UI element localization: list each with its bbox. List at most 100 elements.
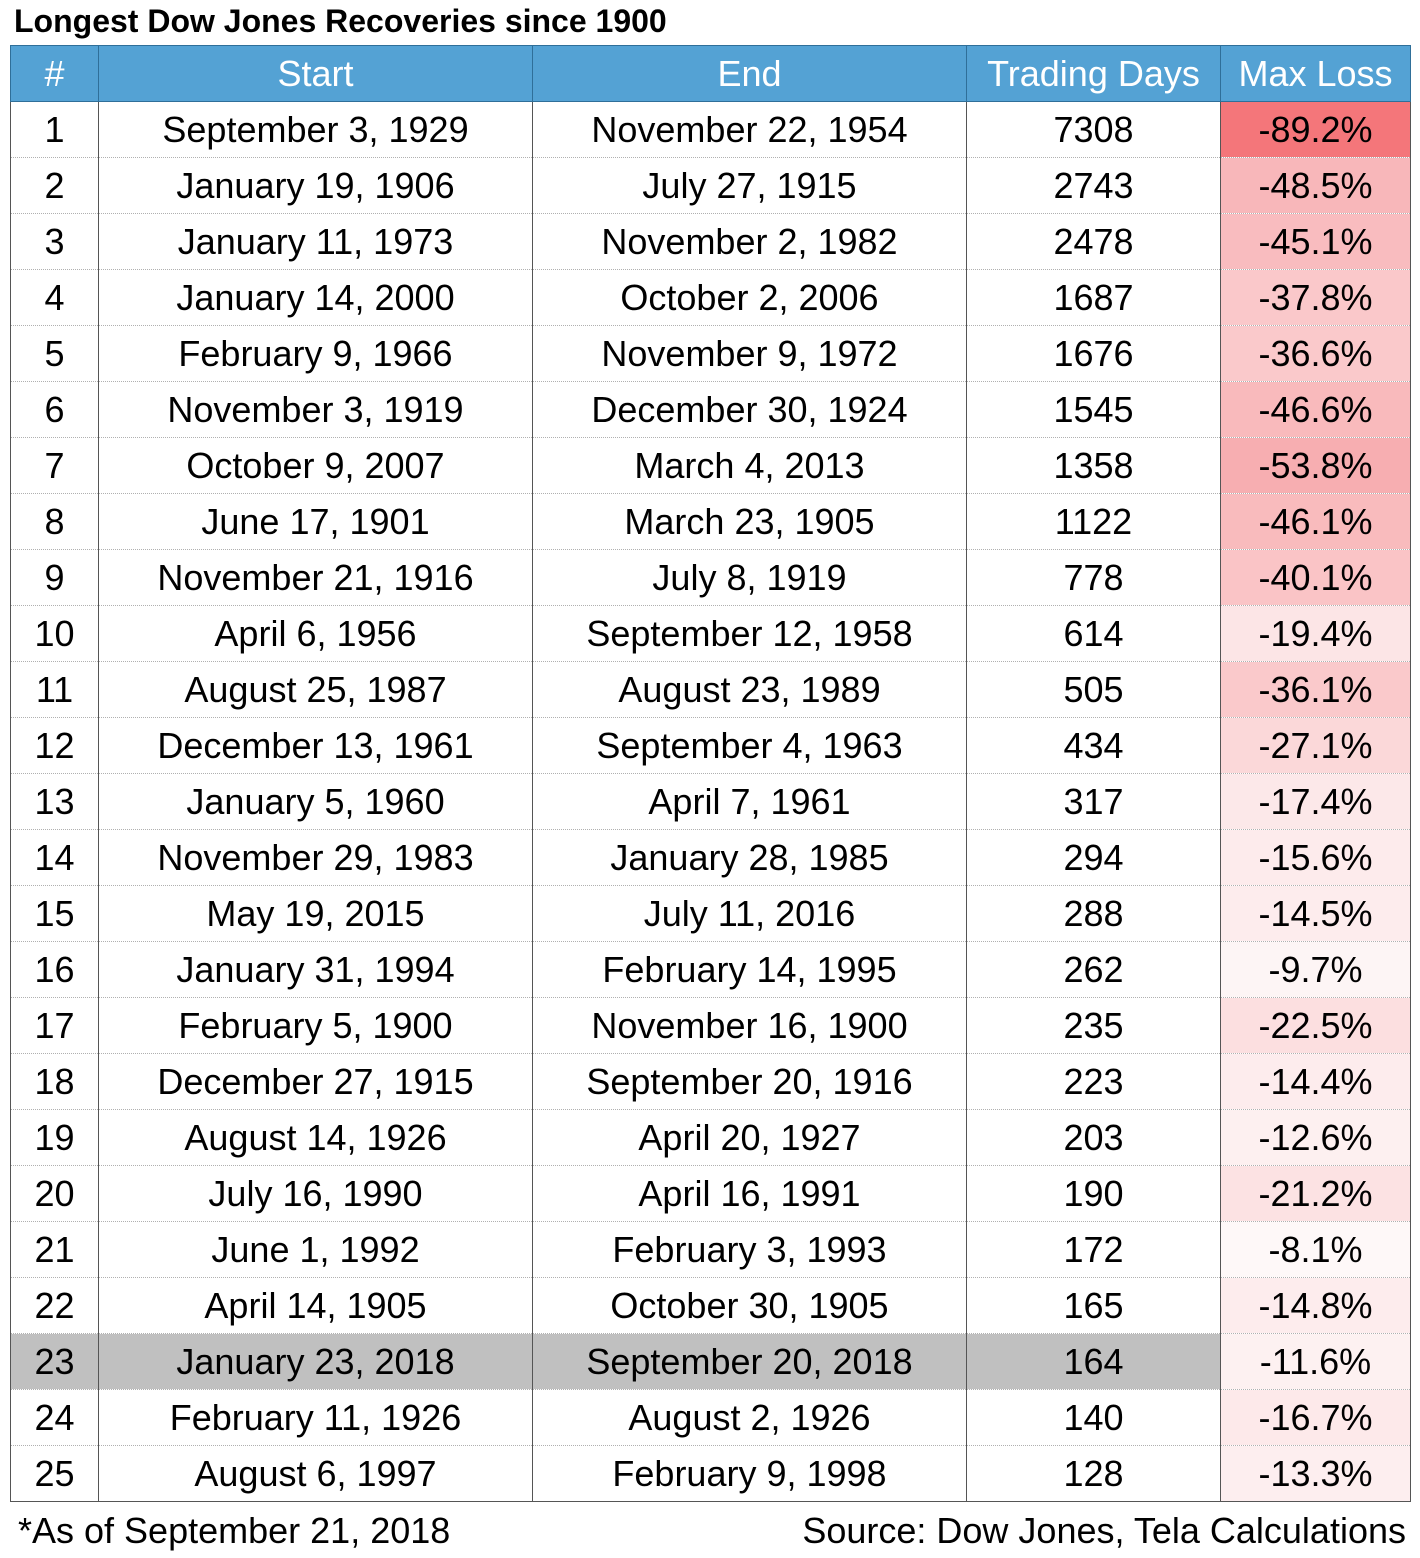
start-date-cell: October 9, 2007 bbox=[98, 437, 533, 494]
end-date-cell: September 20, 2018 bbox=[532, 1333, 967, 1390]
trading-days-cell: 2478 bbox=[966, 213, 1221, 270]
max-loss-cell: -8.1% bbox=[1220, 1221, 1411, 1278]
rank-cell: 19 bbox=[10, 1109, 99, 1166]
max-loss-cell: -22.5% bbox=[1220, 997, 1411, 1054]
table-row: 7 October 9, 2007 March 4, 2013 1358 -53.8% bbox=[10, 437, 1411, 494]
trading-days-cell: 203 bbox=[966, 1109, 1221, 1166]
header-trading-days: Trading Days bbox=[966, 45, 1221, 102]
trading-days-cell: 1676 bbox=[966, 325, 1221, 382]
max-loss-cell: -46.6% bbox=[1220, 381, 1411, 438]
start-date-cell: November 3, 1919 bbox=[98, 381, 533, 438]
table-row: 16 January 31, 1994 February 14, 1995 262 -9… bbox=[10, 941, 1411, 998]
end-date-cell: July 11, 2016 bbox=[532, 885, 967, 942]
max-loss-cell: -40.1% bbox=[1220, 549, 1411, 606]
start-date-cell: April 14, 1905 bbox=[98, 1277, 533, 1334]
start-date-cell: June 1, 1992 bbox=[98, 1221, 533, 1278]
trading-days-cell: 505 bbox=[966, 661, 1221, 718]
start-date-cell: August 25, 1987 bbox=[98, 661, 533, 718]
max-loss-cell: -45.1% bbox=[1220, 213, 1411, 270]
start-date-cell: January 23, 2018 bbox=[98, 1333, 533, 1390]
max-loss-cell: -27.1% bbox=[1220, 717, 1411, 774]
table-row: 20 July 16, 1990 April 16, 1991 190 -21.2% bbox=[10, 1165, 1411, 1222]
end-date-cell: October 30, 1905 bbox=[532, 1277, 967, 1334]
start-date-cell: December 27, 1915 bbox=[98, 1053, 533, 1110]
rank-cell: 21 bbox=[10, 1221, 99, 1278]
table-row: 23 January 23, 2018 September 20, 2018 164-… bbox=[10, 1333, 1411, 1390]
max-loss-cell: -15.6% bbox=[1220, 829, 1411, 886]
rank-cell: 23 bbox=[10, 1333, 99, 1390]
header-start: Start bbox=[98, 45, 533, 102]
max-loss-cell: -13.3% bbox=[1220, 1445, 1411, 1502]
max-loss-cell: -14.5% bbox=[1220, 885, 1411, 942]
end-date-cell: November 22, 1954 bbox=[532, 101, 967, 158]
end-date-cell: April 7, 1961 bbox=[532, 773, 967, 830]
max-loss-cell: -19.4% bbox=[1220, 605, 1411, 662]
end-date-cell: February 14, 1995 bbox=[532, 941, 967, 998]
start-date-cell: August 14, 1926 bbox=[98, 1109, 533, 1166]
table-row: 1 September 3, 1929 November 22, 1954 7308-… bbox=[10, 101, 1411, 158]
trading-days-cell: 128 bbox=[966, 1445, 1221, 1502]
table-row: 15 May 19, 2015 July 11, 2016 288 -14.5% bbox=[10, 885, 1411, 942]
table-row: 25 August 6, 1997 February 9, 1998 128 -13.3… bbox=[10, 1445, 1411, 1502]
rank-cell: 10 bbox=[10, 605, 99, 662]
start-date-cell: January 14, 2000 bbox=[98, 269, 533, 326]
rank-cell: 25 bbox=[10, 1445, 99, 1502]
trading-days-cell: 288 bbox=[966, 885, 1221, 942]
end-date-cell: August 23, 1989 bbox=[532, 661, 967, 718]
table-row: 21 June 1, 1992 February 3, 1993 172 -8.1% bbox=[10, 1221, 1411, 1278]
start-date-cell: January 5, 1960 bbox=[98, 773, 533, 830]
source-note: Source: Dow Jones, Tela Calculations bbox=[802, 1510, 1406, 1551]
rank-cell: 24 bbox=[10, 1389, 99, 1446]
end-date-cell: July 8, 1919 bbox=[532, 549, 967, 606]
end-date-cell: October 2, 2006 bbox=[532, 269, 967, 326]
max-loss-cell: -36.6% bbox=[1220, 325, 1411, 382]
end-date-cell: March 4, 2013 bbox=[532, 437, 967, 494]
start-date-cell: February 11, 1926 bbox=[98, 1389, 533, 1446]
table-row: 5 February 9, 1966 November 9, 1972 1676 -36… bbox=[10, 325, 1411, 382]
end-date-cell: December 30, 1924 bbox=[532, 381, 967, 438]
table-row: 11 August 25, 1987 August 23, 1989 505 -36.1… bbox=[10, 661, 1411, 718]
start-date-cell: January 11, 1973 bbox=[98, 213, 533, 270]
start-date-cell: June 17, 1901 bbox=[98, 493, 533, 550]
end-date-cell: September 4, 1963 bbox=[532, 717, 967, 774]
rank-cell: 22 bbox=[10, 1277, 99, 1334]
end-date-cell: November 2, 1982 bbox=[532, 213, 967, 270]
rank-cell: 11 bbox=[10, 661, 99, 718]
table-row: 4 January 14, 2000 October 2, 2006 1687 -37.… bbox=[10, 269, 1411, 326]
trading-days-cell: 140 bbox=[966, 1389, 1221, 1446]
end-date-cell: April 16, 1991 bbox=[532, 1165, 967, 1222]
trading-days-cell: 778 bbox=[966, 549, 1221, 606]
rank-cell: 15 bbox=[10, 885, 99, 942]
rank-cell: 16 bbox=[10, 941, 99, 998]
as-of-note: *As of September 21, 2018 bbox=[18, 1510, 451, 1551]
header-max-loss: Max Loss bbox=[1220, 45, 1411, 102]
page-title: Longest Dow Jones Recoveries since 1900 bbox=[14, 3, 667, 39]
rank-cell: 9 bbox=[10, 549, 99, 606]
end-date-cell: February 9, 1998 bbox=[532, 1445, 967, 1502]
table-body: 1 September 3, 1929 November 22, 1954 7308-… bbox=[10, 101, 1411, 1502]
table-row: 9 November 21, 1916 July 8, 1919 778 -40.1% bbox=[10, 549, 1411, 606]
max-loss-cell: -89.2% bbox=[1220, 101, 1411, 158]
table-row: 13 January 5, 1960 April 7, 1961 317 -17.4% bbox=[10, 773, 1411, 830]
max-loss-cell: -16.7% bbox=[1220, 1389, 1411, 1446]
start-date-cell: November 29, 1983 bbox=[98, 829, 533, 886]
table-row: 17 February 5, 1900 November 16, 1900 235 -2… bbox=[10, 997, 1411, 1054]
table-row: 3 January 11, 1973 November 2, 1982 2478 -45… bbox=[10, 213, 1411, 270]
end-date-cell: April 20, 1927 bbox=[532, 1109, 967, 1166]
end-date-cell: March 23, 1905 bbox=[532, 493, 967, 550]
trading-days-cell: 235 bbox=[966, 997, 1221, 1054]
rank-cell: 5 bbox=[10, 325, 99, 382]
max-loss-cell: -37.8% bbox=[1220, 269, 1411, 326]
rank-cell: 14 bbox=[10, 829, 99, 886]
rank-cell: 2 bbox=[10, 157, 99, 214]
end-date-cell: February 3, 1993 bbox=[532, 1221, 967, 1278]
trading-days-cell: 190 bbox=[966, 1165, 1221, 1222]
max-loss-cell: -48.5% bbox=[1220, 157, 1411, 214]
start-date-cell: April 6, 1956 bbox=[98, 605, 533, 662]
rank-cell: 18 bbox=[10, 1053, 99, 1110]
table-header: # Start End Trading Days Max Loss bbox=[10, 45, 1411, 102]
table-row: 10 April 6, 1956 September 12, 1958 614 -19.… bbox=[10, 605, 1411, 662]
trading-days-cell: 317 bbox=[966, 773, 1221, 830]
table-row: 8 June 17, 1901 March 23, 1905 1122 -46.1% bbox=[10, 493, 1411, 550]
max-loss-cell: -36.1% bbox=[1220, 661, 1411, 718]
